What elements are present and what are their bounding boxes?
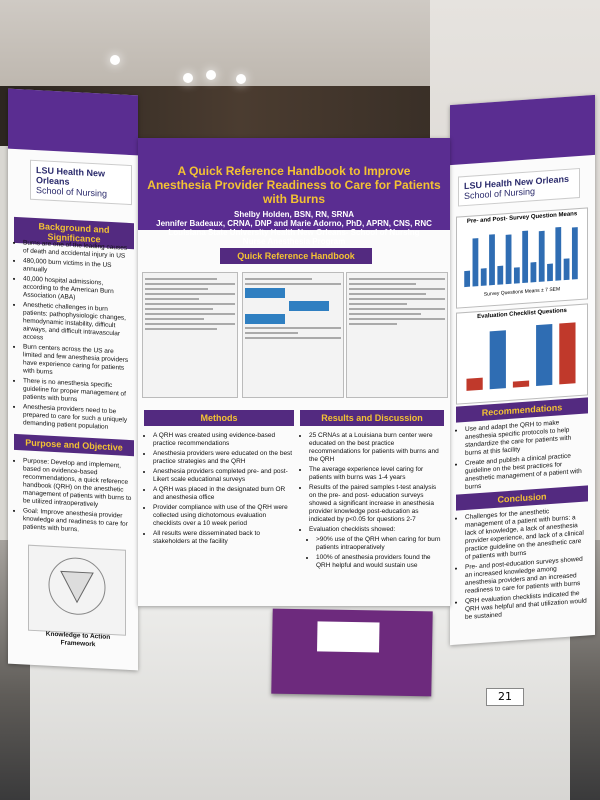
results-heading: Results and Discussion bbox=[300, 410, 444, 426]
chart-bar bbox=[480, 268, 487, 286]
business-card bbox=[317, 621, 380, 653]
chart-bar bbox=[538, 230, 545, 282]
ceiling-light bbox=[183, 73, 193, 83]
recommendations-list: Use and adapt the QRH to make anesthesia… bbox=[456, 417, 588, 494]
chart-bar bbox=[555, 226, 562, 281]
right-header-band bbox=[450, 94, 595, 166]
chart-bar bbox=[489, 234, 495, 286]
results-list: 25 CRNAs at a Louisiana burn center were… bbox=[300, 432, 444, 572]
chart-bar bbox=[563, 258, 570, 281]
chart-bar bbox=[522, 230, 529, 284]
ceiling-light bbox=[206, 70, 216, 80]
purpose-list: Purpose: Develop and implement, based on… bbox=[14, 457, 132, 539]
poster-header: A Quick Reference Handbook to Improve An… bbox=[138, 138, 450, 246]
chart-bar bbox=[497, 265, 504, 285]
lsu-logo: LSU Health New Orleans School of Nursing bbox=[30, 159, 132, 206]
survey-means-bars bbox=[464, 226, 578, 288]
chart-bar bbox=[547, 263, 553, 282]
qrh-page-2 bbox=[242, 272, 344, 398]
qrh-heading: Quick Reference Handbook bbox=[220, 248, 372, 264]
authors-line-1: Shelby Holden, BSN, RN, SRNA bbox=[233, 210, 354, 219]
purpose-heading: Purpose and Objective bbox=[14, 433, 134, 457]
checklist-bars bbox=[466, 322, 576, 391]
qrh-page-1 bbox=[142, 272, 238, 398]
chart-bar bbox=[505, 234, 512, 285]
authors-line-2: Jennifer Badeaux, CRNA, DNP and Marie Ad… bbox=[156, 219, 432, 228]
poster-right-panel: LSU Health New Orleans School of Nursing… bbox=[450, 94, 595, 646]
ceiling-light bbox=[236, 74, 246, 84]
chart-bar bbox=[466, 377, 483, 391]
background-list: Burns are one of the leading causes of d… bbox=[14, 239, 132, 435]
purple-folder[interactable] bbox=[271, 608, 433, 697]
chart-bar bbox=[464, 270, 471, 288]
chart-bar bbox=[559, 322, 576, 385]
program: Nurse Anesthesia Program bbox=[242, 237, 346, 246]
chart-bar bbox=[489, 330, 506, 390]
left-header-band bbox=[8, 88, 138, 156]
ceiling-light bbox=[110, 55, 120, 65]
framework-triangle bbox=[48, 557, 106, 615]
framework-diagram bbox=[28, 544, 126, 636]
methods-list: A QRH was created using evidence-based p… bbox=[144, 432, 294, 548]
chart-bar bbox=[530, 262, 537, 283]
chart-bar bbox=[536, 323, 553, 387]
survey-means-chart: Pre- and Post- Survey Question Means Sur… bbox=[456, 207, 588, 309]
poster-left-panel: LSU Health New Orleans School of Nursing… bbox=[8, 88, 138, 671]
chart-bar bbox=[512, 380, 530, 388]
methods-heading: Methods bbox=[144, 410, 294, 426]
affiliation: Louisiana State University Health New Or… bbox=[168, 228, 420, 237]
chart-bar bbox=[513, 267, 520, 284]
poster-title: A Quick Reference Handbook to Improve An… bbox=[147, 164, 441, 206]
qrh-page-3 bbox=[346, 272, 448, 398]
checklist-chart: Evaluation Checklist Questions bbox=[456, 303, 588, 405]
lsu-logo-right: LSU Health New Orleans School of Nursing bbox=[458, 167, 580, 207]
conclusion-list: Challenges for the anesthetic management… bbox=[456, 505, 588, 624]
chart-bar bbox=[472, 238, 479, 287]
chart-bar bbox=[571, 227, 578, 280]
table-number-tag: 21 bbox=[486, 688, 524, 706]
